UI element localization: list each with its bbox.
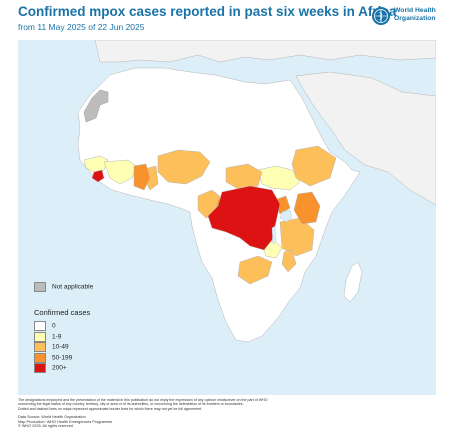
footer-copyright: © WHO 2025. All rights reserved: [18, 424, 73, 429]
middle-east-land: [295, 71, 436, 206]
country-car-chad: [225, 163, 263, 191]
madagascar: [343, 261, 363, 303]
legend-item-label: 0: [52, 322, 56, 330]
legend-item-label: 10-49: [52, 343, 69, 351]
legend-swatch-not-applicable: [34, 282, 46, 292]
legend-item-200-plus: 200+: [34, 363, 72, 374]
country-senegal-region: [83, 155, 109, 173]
legend-swatch: [34, 342, 46, 352]
disclaimer-line-2: concerning the legal status of any count…: [18, 402, 244, 407]
legend-not-applicable-label: Not applicable: [52, 283, 94, 291]
page-title: Confirmed mpox cases reported in past si…: [18, 4, 397, 19]
country-kenya: [293, 191, 321, 225]
western-sahara: [83, 89, 109, 123]
logo-line-2: Organization: [394, 15, 436, 22]
legend-title: Confirmed cases: [34, 308, 91, 317]
footer: Data Source: World Health Organization M…: [18, 415, 112, 429]
africa-map: [18, 40, 436, 395]
country-south-sudan: [257, 165, 301, 191]
country-zambia: [237, 255, 273, 285]
legend-not-applicable: Not applicable: [34, 282, 93, 292]
legend-swatch: [34, 363, 46, 373]
country-drc: [207, 185, 281, 251]
country-ethiopia: [291, 145, 337, 187]
legend-swatch: [34, 352, 46, 363]
country-cote-divoire: [133, 163, 151, 191]
lake-tanganyika: [271, 225, 277, 245]
who-logo-text: World Health Organization: [394, 7, 436, 23]
europe-land: [94, 40, 436, 63]
footer-data-source: Data Source: World Health Organization: [18, 415, 86, 419]
country-nigeria: [157, 149, 211, 185]
logo-line-1: World Health: [394, 7, 436, 14]
disclaimer-line-3: Dotted and dashed lines on maps represen…: [18, 406, 203, 411]
page-subtitle: from 11 May 2025 of 22 Jun 2025: [18, 22, 145, 32]
who-logo: World Health Organization: [371, 4, 453, 30]
legend-item-label: 50-199: [52, 354, 73, 362]
lake-victoria: [279, 209, 293, 223]
legend-swatch: [34, 331, 46, 342]
who-emblem-icon: [372, 7, 390, 25]
legend-swatch: [34, 321, 46, 331]
legend-item-label: 200+: [52, 364, 67, 372]
disclaimer: The designations employed and the presen…: [18, 398, 438, 411]
country-sierra-leone: [91, 169, 105, 183]
country-mali-region: [103, 159, 137, 185]
legend-item-0: 0: [34, 321, 72, 332]
legend-item-50-199: 50-199: [34, 352, 73, 364]
legend-item-1-9: 1-9: [34, 331, 72, 343]
legend-item-label: 1-9: [52, 333, 62, 341]
country-malawi-mozambique: [281, 249, 297, 273]
legend-item-10-49: 10-49: [34, 342, 72, 353]
legend-list: 0 1-9 10-49 50-199 200+: [34, 321, 72, 374]
footer-map-production: Map Production: WHO Health Emergencies P…: [18, 419, 113, 424]
disclaimer-line-1: The designations employed and the presen…: [18, 398, 268, 402]
